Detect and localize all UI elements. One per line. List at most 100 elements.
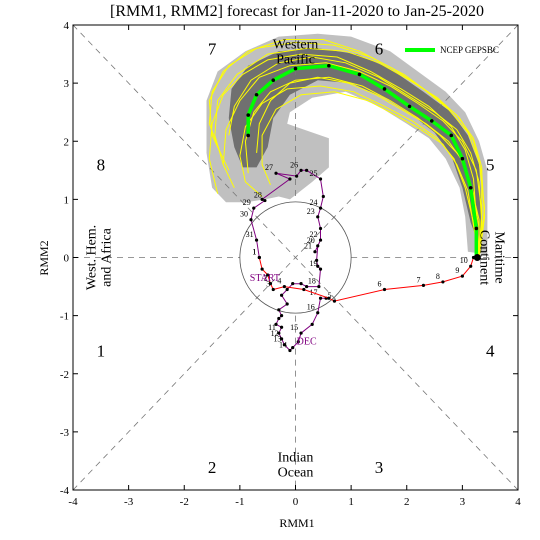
observed-dec-point-40 [263,198,267,203]
observed-dec-point-19 [291,282,295,286]
observed-jan-point-0 [257,255,261,260]
observed-dec-point-43 [254,238,259,242]
legend: NCEP GEPSBC [405,45,499,55]
ensemble-mean-point-6 [407,104,412,109]
phase-number-label: 5 [486,156,495,175]
observed-jan-point-2 [266,273,270,277]
observed-dec-point-24 [316,264,320,268]
region-label-line: Pacific [276,53,315,68]
ensemble-mean-point-10 [293,66,298,71]
observed-dec-day-label: 26 [290,160,298,169]
observed-jan-day-label: 6 [378,279,382,288]
observed-dec-day-label: 21 [304,242,312,251]
x-tick-label: -3 [124,496,134,508]
observed-dec-point-16 [285,302,289,306]
path-annotation: START [250,273,280,284]
observed-dec-point-14 [279,314,284,318]
phase-number-label: 6 [375,39,384,58]
observed-dec-day-label: 23 [307,207,315,216]
observed-jan-day-label: 2 [263,274,267,283]
observed-dec-point-39 [260,197,264,201]
observed-jan-point-9 [382,287,387,292]
observed-jan-day-label: 3 [266,279,270,288]
observed-dec-point-7 [288,348,292,353]
y-tick-label: -4 [60,485,70,497]
observed-dec-point-26 [316,244,320,248]
observed-dec-day-label: 13 [273,335,281,344]
observed-dec-point-35 [299,168,303,172]
observed-jan-day-label: 9 [455,266,459,275]
ensemble-mean-point-2 [468,185,473,190]
observed-jan-point-1 [260,267,264,271]
observed-dec-point-5 [296,340,300,344]
uncertainty-band-1 [228,48,482,252]
observed-jan-point-4 [271,287,275,292]
observed-dec-day-label: 27 [265,163,273,172]
forecast-start-marker [473,254,481,261]
x-tick-label: 1 [348,496,354,508]
region-label-line: and Africa [100,227,115,286]
unit-circle [239,201,352,314]
observed-dec-point-18 [285,287,289,292]
observed-dec-point-36 [295,174,299,178]
observed-jan-point-12 [460,274,464,278]
phase-number-label: 4 [486,342,495,361]
x-tick-label: -1 [235,496,244,508]
observed-dec-point-6 [291,345,295,350]
observed-jan-day-label: 1 [252,248,256,257]
observed-jan-point-3 [268,282,273,286]
observed-dec-day-label: 11 [268,323,276,332]
x-tick-label: 4 [515,496,521,508]
observed-dec-point-29 [318,226,323,231]
observed-jan-point-10 [421,283,426,287]
ensemble-mean-point-14 [246,133,251,138]
phase-number-label: 1 [97,342,106,361]
ensemble-member-line-4 [222,62,483,258]
y-tick-label: 4 [64,20,70,32]
x-tick-label: 2 [404,496,410,508]
ensemble-mean-point-8 [357,72,362,77]
region-label-line: Continent [476,230,491,285]
observed-dec-point-2 [316,311,320,315]
observed-dec-day-label: 25 [310,169,318,178]
observed-dec-point-37 [274,171,278,175]
y-tick-label: 0 [64,253,70,265]
observed-dec-point-34 [305,168,309,172]
observed-dec-day-label: 18 [308,277,316,286]
phase-guides [72,24,519,491]
observed-dec-day-label: 12 [271,329,279,338]
observed-dec-point-4 [299,331,303,335]
ensemble-mean-point-3 [460,156,465,161]
observed-dec-point-41 [252,206,256,210]
observed-dec-point-27 [313,250,317,254]
x-tick-label: 3 [460,496,466,508]
ensemble-member-line-8 [239,85,480,258]
observed-dec-point-30 [316,215,320,219]
observed-jan-day-label: 4 [277,277,281,286]
observed-dec-day-label: 28 [254,191,262,200]
observed-jan-line [258,257,474,302]
observed-dec-point-10 [277,331,281,335]
observed-dec-point-25 [315,258,319,263]
ensemble-member-line-9 [208,39,486,258]
x-axis-label: RMM1 [279,516,314,530]
observed-dec-day-label: 30 [240,210,248,219]
observed-dec-point-3 [310,322,314,326]
y-tick-label: 2 [64,136,70,148]
ensemble-mean-point-5 [429,119,434,123]
ensemble-mean-point-7 [382,87,387,91]
observed-dec-point-20 [299,282,303,286]
observed-jan-day-label: 10 [460,256,468,265]
region-label: West. Hem. and Africa [85,225,115,290]
observed-jan-point-11 [441,280,445,284]
observed-dec-point-28 [318,238,323,242]
observed-jan-point-6 [302,287,306,292]
observed-dec-point-11 [279,325,284,329]
ensemble-mean-point-13 [246,113,251,117]
observed-dec-point-1 [318,296,323,300]
observed-jan-point-7 [327,296,331,300]
